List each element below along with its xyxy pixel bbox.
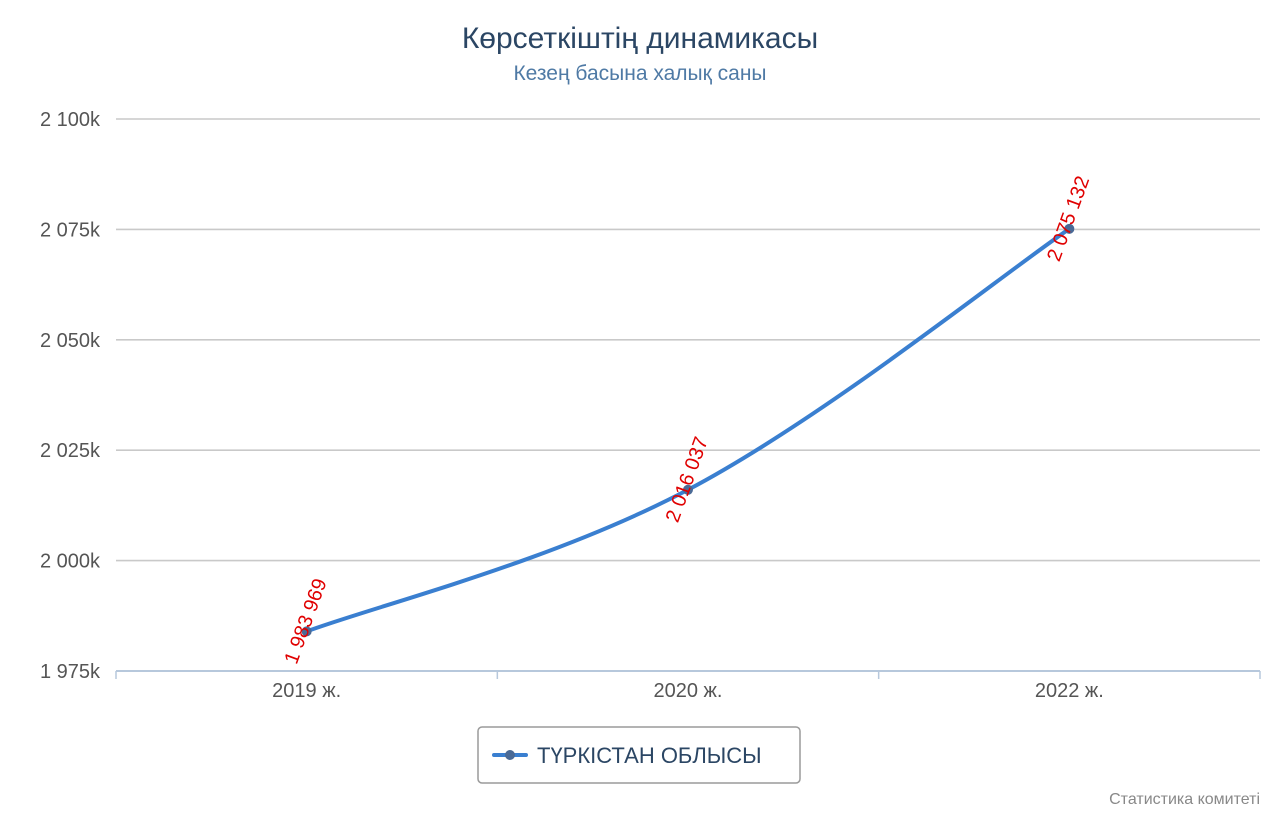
legend-point-marker xyxy=(505,750,515,760)
x-tick-label: 2019 ж. xyxy=(272,680,341,702)
data-point[interactable] xyxy=(683,484,693,495)
x-tick-label: 2022 ж. xyxy=(1035,680,1104,702)
series-group xyxy=(301,223,1075,637)
y-tick-label: 2 075k xyxy=(40,219,101,241)
y-axis: 1 975k 2 000k 2 025k 2 050k 2 075k 2 100k xyxy=(40,109,101,683)
data-point[interactable] xyxy=(301,626,312,637)
data-point[interactable] xyxy=(1064,223,1075,234)
x-tick-label: 2020 ж. xyxy=(654,680,723,702)
chart-subtitle: Кезең басына халық саны xyxy=(513,62,766,85)
grid-lines xyxy=(116,118,1260,672)
chart-title: Көрсеткіштің динамикасы xyxy=(462,22,818,55)
legend-box xyxy=(477,726,801,784)
x-axis: 2019 ж. 2020 ж. 2022 ж. xyxy=(115,671,1261,702)
data-label: 2 075 132 xyxy=(1043,173,1094,264)
y-tick-label: 2 000k xyxy=(40,551,101,573)
y-tick-label: 2 025k xyxy=(40,440,101,462)
credit-text[interactable]: Статистика комитеті xyxy=(1109,791,1260,808)
legend[interactable]: ТҮРКІСТАН ОБЛЫСЫ xyxy=(477,726,801,784)
data-label: 1 983 969 xyxy=(280,576,331,667)
y-tick-label: 2 050k xyxy=(40,330,101,352)
y-tick-label: 1 975k xyxy=(40,661,101,683)
legend-item-label[interactable]: ТҮРКІСТАН ОБЛЫСЫ xyxy=(537,743,762,768)
series-line[interactable] xyxy=(304,226,1072,634)
y-tick-label: 2 100k xyxy=(40,109,101,131)
